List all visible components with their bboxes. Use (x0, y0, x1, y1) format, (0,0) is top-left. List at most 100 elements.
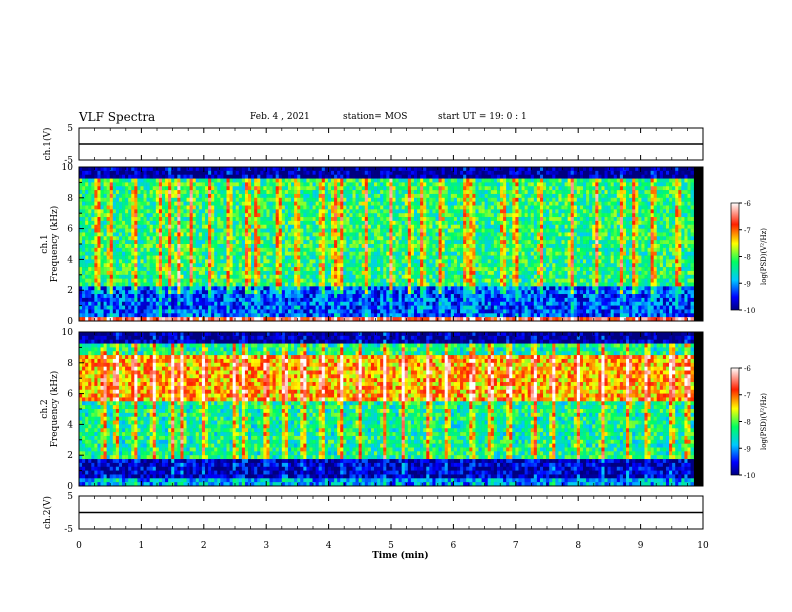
spectrogram-cell (100, 259, 104, 264)
spectrogram-cell (263, 305, 267, 310)
spectrogram-cell (374, 297, 378, 303)
spectrogram-cell (125, 290, 129, 295)
spectrogram-cell (223, 309, 227, 314)
spectrogram-cell (287, 193, 292, 199)
spectrogram-cell (171, 270, 175, 276)
spectrogram-cell (334, 317, 338, 322)
spectrogram-cell (183, 317, 187, 322)
spectrogram-cell (343, 228, 347, 233)
spectrogram-cell (377, 255, 381, 260)
spectrogram-cell (300, 217, 304, 222)
spectrogram-cell (238, 313, 243, 318)
spectrogram-cell (321, 232, 326, 237)
spectrogram-cell (392, 313, 396, 318)
spectrogram-cell (438, 305, 442, 310)
spectrogram-cell (97, 294, 101, 299)
spectrogram-cell (134, 209, 138, 214)
spectrogram-cell (340, 294, 344, 299)
spectrogram-cell (201, 209, 206, 214)
spectrogram-cell (85, 247, 89, 252)
spectrogram-cell (281, 286, 286, 291)
spectrogram-cell (149, 259, 154, 264)
spectrogram-cell (254, 286, 258, 291)
spectrogram-cell (349, 297, 353, 303)
spectrogram-cell (220, 294, 224, 299)
spectrogram-cell (232, 205, 237, 210)
spectrogram-cell (429, 213, 433, 218)
spectrogram-cell (398, 201, 402, 206)
spectrogram-cell (395, 182, 399, 187)
spectrogram-cell (155, 290, 160, 295)
spectrogram-cell (244, 290, 249, 295)
spectrogram-cell (211, 270, 215, 276)
spectrogram-cell (91, 193, 95, 199)
spectrogram-cell (395, 201, 399, 206)
spectrogram-cell (444, 290, 449, 295)
spectrogram-cell (352, 197, 356, 202)
spectrogram-cell (251, 174, 255, 179)
spectrogram-cell (423, 290, 427, 295)
spectrogram-cell (254, 267, 258, 272)
spectrogram-cell (327, 244, 332, 249)
spectrogram-cell (128, 228, 132, 233)
spectrogram-cell (122, 313, 126, 318)
spectrogram-cell (263, 224, 267, 229)
spectrogram-cell (143, 167, 147, 172)
spectrogram-cell (297, 193, 301, 199)
spectrogram-cell (392, 240, 396, 245)
spectrogram-cell (171, 305, 175, 310)
spectrogram-cell (223, 174, 227, 179)
spectrogram-cell (192, 294, 197, 299)
spectrogram-cell (128, 190, 132, 195)
spectrogram-cell (275, 270, 280, 276)
spectrogram-cell (441, 317, 446, 322)
spectrogram-cell (444, 247, 449, 252)
spectrogram-cell (146, 255, 150, 260)
spectrogram-cell (128, 236, 132, 241)
spectrogram-cell (158, 259, 163, 264)
spectrogram-cell (82, 201, 86, 206)
spectrogram-cell (327, 286, 332, 291)
spectrogram-cell (143, 240, 147, 245)
spectrogram-cell (195, 190, 200, 195)
spectrogram-cell (168, 193, 172, 199)
spectrogram-cell (205, 205, 209, 210)
spectrogram-cell (364, 236, 369, 241)
spectrogram-cell (294, 301, 298, 306)
spectrogram-cell (198, 290, 203, 295)
spectrogram-cell (361, 244, 366, 249)
spectrogram-cell (241, 193, 246, 199)
spectrogram-cell (441, 201, 446, 206)
spectrogram-cell (447, 244, 452, 249)
spectrogram-cell (287, 301, 292, 306)
spectrogram-cell (343, 313, 347, 318)
spectrogram-cell (248, 244, 252, 249)
spectrogram-cell (361, 236, 366, 241)
spectrogram-cell (232, 240, 237, 245)
spectrogram-cell (318, 205, 323, 210)
spectrogram-cell (125, 301, 129, 306)
spectrogram-cell (392, 294, 396, 299)
spectrogram-cell (165, 240, 169, 245)
spectrogram-cell (410, 259, 415, 264)
spectrogram-cell (118, 313, 123, 318)
spectrogram-cell (315, 274, 320, 279)
spectrogram-cell (281, 205, 286, 210)
spectrogram-cell (118, 317, 123, 322)
spectrogram-cell (235, 297, 240, 303)
spectrogram-cell (364, 178, 369, 183)
spectrogram-cell (125, 274, 129, 279)
spectrogram-cell (125, 220, 129, 226)
spectrogram-cell (180, 274, 184, 279)
spectrogram-cell (158, 224, 163, 229)
spectrogram-cell (192, 174, 197, 179)
spectrogram-cell (140, 213, 144, 218)
spectrogram-cell (364, 201, 369, 206)
spectrogram-cell (417, 244, 421, 249)
spectrogram-cell (183, 263, 187, 268)
spectrogram-cell (438, 255, 442, 260)
spectrogram-cell (109, 205, 114, 210)
spectrogram-cell (106, 170, 111, 175)
spectrogram-cell (321, 301, 326, 306)
